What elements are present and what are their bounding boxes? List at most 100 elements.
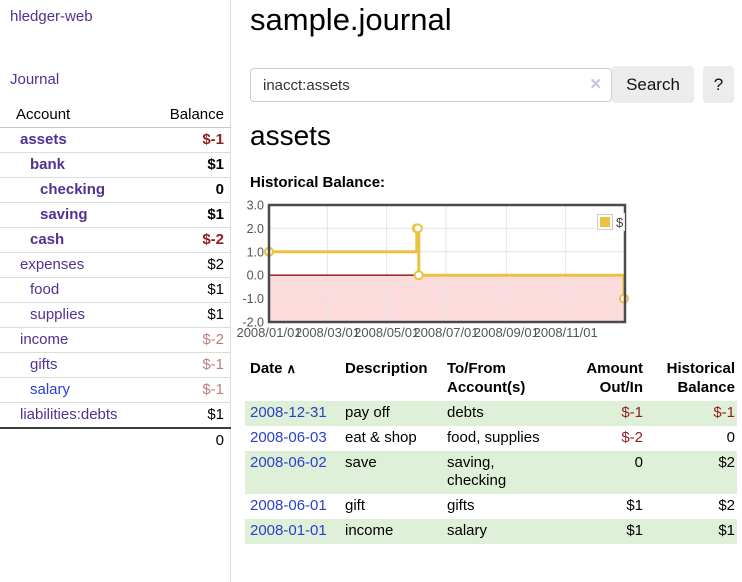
account-heading: assets xyxy=(250,120,331,151)
chart-title: Historical Balance: xyxy=(250,174,386,191)
account-link[interactable]: bank xyxy=(30,156,66,173)
account-balance: $-1 xyxy=(139,127,231,153)
register-row: 2008-06-02 save saving, checking 0 $2 xyxy=(245,451,737,494)
account-balance: $1 xyxy=(139,402,231,429)
svg-text:-1.0: -1.0 xyxy=(242,292,264,306)
accounts-total-row: 0 xyxy=(0,427,231,453)
account-link[interactable]: food xyxy=(30,281,60,298)
account-balance: $1 xyxy=(139,302,231,328)
search-input[interactable] xyxy=(250,68,612,102)
account-row: income $-2 xyxy=(0,327,231,353)
account-row: supplies $1 xyxy=(0,302,231,328)
register-header-row: Date ∧ Description To/From Account(s) Amo… xyxy=(245,357,737,401)
app-brand-link[interactable]: hledger-web xyxy=(10,8,93,25)
transaction-balance: $2 xyxy=(718,454,735,471)
transaction-date-link[interactable]: 2008-12-31 xyxy=(250,404,327,421)
transaction-description: income xyxy=(345,522,394,539)
accounts-header-row: Account Balance xyxy=(0,103,231,128)
svg-text:-2.0: -2.0 xyxy=(242,316,264,330)
account-link[interactable]: saving xyxy=(40,206,88,223)
svg-text:2008/11/01: 2008/11/01 xyxy=(534,325,598,340)
transaction-date-link[interactable]: 2008-06-02 xyxy=(250,454,327,471)
svg-text:2008/07/01: 2008/07/01 xyxy=(413,325,478,340)
sort-ascending-icon: ∧ xyxy=(286,361,297,376)
account-link[interactable]: income xyxy=(20,331,69,348)
transaction-balance: $-1 xyxy=(713,404,735,421)
accounts-header-balance: Balance xyxy=(139,103,231,128)
transaction-amount: 0 xyxy=(634,454,643,471)
transaction-amount: $1 xyxy=(626,497,643,514)
account-row: assets $-1 xyxy=(0,127,231,153)
account-row: expenses $2 xyxy=(0,252,231,278)
register-header-balance: Historical Balance xyxy=(666,360,735,396)
sidebar-item-journal[interactable]: Journal xyxy=(10,71,60,88)
register-header-accounts: To/From Account(s) xyxy=(447,360,526,396)
transaction-balance: $1 xyxy=(718,522,735,539)
transaction-description: pay off xyxy=(345,404,390,421)
account-balance: $-2 xyxy=(139,227,231,253)
account-row: food $1 xyxy=(0,277,231,303)
svg-text:2008/05/01: 2008/05/01 xyxy=(354,325,419,340)
transaction-amount: $-1 xyxy=(621,404,643,421)
register-header-date-label: Date xyxy=(250,360,283,377)
transaction-amount: $-2 xyxy=(621,429,643,446)
search-button[interactable]: Search xyxy=(612,66,694,103)
register-row: 2008-12-31 pay off debts $-1 $-1 xyxy=(245,401,737,426)
transaction-date-link[interactable]: 2008-06-03 xyxy=(250,429,327,446)
account-link[interactable]: supplies xyxy=(30,306,86,323)
account-balance: 0 xyxy=(139,177,231,203)
transaction-date-link[interactable]: 2008-01-01 xyxy=(250,522,327,539)
transaction-description: gift xyxy=(345,497,366,514)
account-balance: $1 xyxy=(139,152,231,178)
account-balance: $1 xyxy=(139,202,231,228)
account-row: cash $-2 xyxy=(0,227,231,253)
account-link[interactable]: checking xyxy=(40,181,106,198)
register-header-amount: Amount Out/In xyxy=(586,360,643,396)
transaction-description: save xyxy=(345,454,377,471)
register-row: 2008-06-01 gift gifts $1 $2 xyxy=(245,494,737,519)
account-link[interactable]: gifts xyxy=(30,356,58,373)
register-table: Date ∧ Description To/From Account(s) Amo… xyxy=(245,357,737,544)
register-header-date[interactable]: Date ∧ xyxy=(245,357,340,401)
legend-label: $ xyxy=(616,214,624,230)
historical-balance-chart: 3.0 2.0 1.0 0.0 -1.0 -2.0 2008/01/01 2008/03/01… xyxy=(237,199,737,347)
transaction-balance: $2 xyxy=(718,497,735,514)
page-title: sample.journal xyxy=(250,2,452,37)
account-row: checking 0 xyxy=(0,177,231,203)
transaction-date-link[interactable]: 2008-06-01 xyxy=(250,497,327,514)
legend-swatch-icon xyxy=(597,214,613,230)
account-link[interactable]: liabilities:debts xyxy=(20,406,118,423)
help-button[interactable]: ? xyxy=(703,66,734,103)
transaction-accounts: saving, checking xyxy=(447,454,507,489)
account-link[interactable]: cash xyxy=(30,231,65,248)
clear-search-icon[interactable]: ✕ xyxy=(589,76,602,93)
accounts-total-value: 0 xyxy=(0,427,231,453)
account-link[interactable]: expenses xyxy=(20,256,85,273)
transaction-accounts: salary xyxy=(447,522,488,539)
register-row: 2008-01-01 income salary $1 $1 xyxy=(245,519,737,544)
account-link[interactable]: salary xyxy=(30,381,71,398)
svg-text:2008/03/01: 2008/03/01 xyxy=(295,325,360,340)
svg-text:2008/01/01: 2008/01/01 xyxy=(237,325,302,340)
transaction-balance: 0 xyxy=(726,429,735,446)
transaction-amount: $1 xyxy=(626,522,643,539)
transaction-accounts: debts xyxy=(447,404,484,421)
register-row: 2008-06-03 eat & shop food, supplies $-2… xyxy=(245,426,737,451)
account-balance: $-2 xyxy=(139,327,231,353)
svg-text:0.0: 0.0 xyxy=(247,269,264,283)
account-balance: $-1 xyxy=(139,352,231,378)
account-row: bank $1 xyxy=(0,152,231,178)
account-row: saving $1 xyxy=(0,202,231,228)
accounts-table: Account Balance assets $-1 bank $1 check… xyxy=(0,103,231,453)
account-balance: $2 xyxy=(139,252,231,278)
account-row: liabilities:debts $1 xyxy=(0,402,231,429)
account-balance: $-1 xyxy=(139,377,231,403)
svg-text:1.0: 1.0 xyxy=(247,245,264,259)
svg-text:2.0: 2.0 xyxy=(247,222,264,236)
account-link[interactable]: assets xyxy=(20,131,67,148)
chart-canvas: 3.0 2.0 1.0 0.0 -1.0 -2.02008/01/012008/03/01… xyxy=(237,199,629,340)
sidebar: hledger-web Journal Account Balance asse… xyxy=(0,0,231,582)
svg-text:2008/09/01: 2008/09/01 xyxy=(474,325,539,340)
transaction-description: eat & shop xyxy=(345,429,417,446)
